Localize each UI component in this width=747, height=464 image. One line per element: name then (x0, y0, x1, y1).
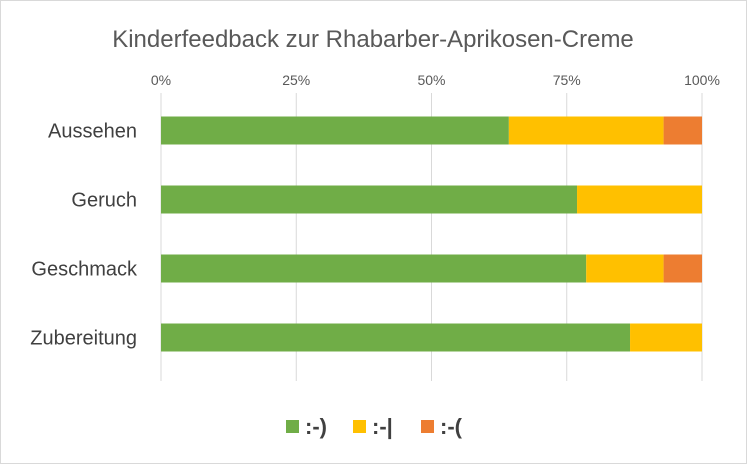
category-label: Aussehen (48, 121, 137, 143)
legend-swatch (353, 420, 366, 433)
category-label: Zubereitung (30, 328, 137, 350)
legend-swatch (286, 420, 299, 433)
bars (161, 116, 702, 352)
legend-label: :-) (305, 414, 327, 439)
x-axis-tick-labels: 0% 25% 50% 75% 100% (151, 72, 720, 88)
bar-segment (161, 254, 587, 283)
bar-segment (663, 116, 702, 145)
bar-segment (577, 185, 702, 214)
bar-segment (161, 116, 509, 145)
legend-label: :-( (440, 414, 463, 439)
legend-item: :-) (286, 414, 327, 439)
bar-segment (663, 254, 702, 283)
legend-label: :-| (372, 414, 393, 439)
bar-segment (161, 323, 631, 352)
x-tick-label: 0% (151, 72, 171, 88)
x-tick-label: 100% (684, 72, 720, 88)
legend: :-) :-| :-( (286, 414, 463, 439)
x-tick-label: 25% (282, 72, 310, 88)
chart-title: Kinderfeedback zur Rhabarber-Aprikosen-C… (112, 26, 634, 53)
legend-item: :-| (353, 414, 393, 439)
bar-segment (630, 323, 702, 352)
legend-swatch (421, 420, 434, 433)
bar-segment (586, 254, 664, 283)
legend-item: :-( (421, 414, 463, 439)
bar-segment (161, 185, 578, 214)
category-label: Geruch (71, 190, 137, 212)
category-labels: Aussehen Geruch Geschmack Zubereitung (30, 121, 138, 350)
category-label: Geschmack (31, 259, 138, 281)
x-tick-label: 75% (553, 72, 581, 88)
x-tick-label: 50% (417, 72, 445, 88)
bar-segment (508, 116, 664, 145)
